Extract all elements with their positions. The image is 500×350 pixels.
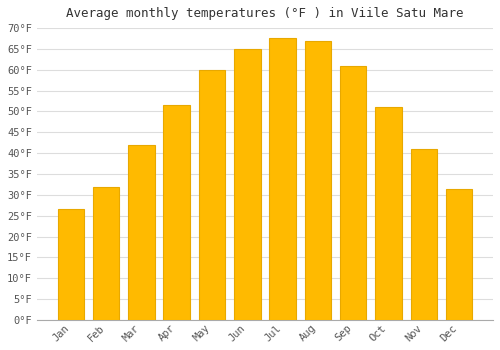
Bar (58, 209, 84, 320)
Bar (340, 65, 366, 320)
Bar (128, 145, 154, 320)
Bar (198, 70, 225, 320)
Bar (270, 38, 296, 320)
Bar (446, 189, 472, 320)
Title: Average monthly temperatures (°F ) in Viile Satu Mare: Average monthly temperatures (°F ) in Vi… (66, 7, 464, 20)
Bar (164, 105, 190, 320)
Bar (304, 41, 331, 320)
Bar (375, 107, 402, 320)
Bar (93, 187, 120, 320)
Bar (410, 149, 437, 320)
Bar (234, 49, 260, 320)
